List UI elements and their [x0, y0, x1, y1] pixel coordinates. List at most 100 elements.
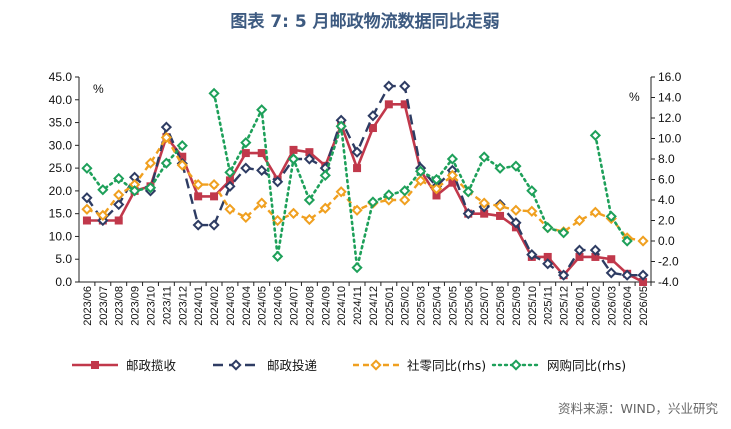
data-point — [446, 169, 459, 182]
data-point — [383, 189, 395, 201]
data-point — [399, 185, 411, 197]
data-point — [637, 269, 649, 281]
x-tick-label: 2023/11 — [161, 286, 173, 325]
data-point — [287, 153, 300, 165]
data-point — [383, 80, 395, 92]
x-tick-label: 2024/04 — [241, 286, 253, 326]
data-point — [303, 194, 316, 206]
right-tick-label: 12.0 — [658, 111, 682, 125]
data-point — [510, 160, 522, 172]
x-tick-label: 2025/04 — [432, 286, 444, 326]
legend: 邮政揽收 邮政投递 社零同比(rhs) 网购同比(rhs) — [72, 358, 626, 373]
right-tick-label: -4.0 — [658, 275, 679, 289]
data-point — [176, 159, 188, 171]
right-unit-label: % — [629, 90, 640, 104]
data-point — [81, 203, 93, 215]
data-point — [430, 183, 443, 195]
x-tick-label: 2025/12 — [559, 286, 571, 326]
data-point — [589, 129, 602, 142]
left-tick-label: 30.0 — [49, 138, 73, 152]
data-point — [557, 269, 570, 281]
left-tick-label: 0.0 — [55, 275, 72, 289]
left-unit-label: % — [93, 82, 104, 96]
data-point — [240, 211, 252, 224]
data-point — [542, 222, 554, 234]
data-point — [621, 235, 633, 247]
page-title: 图表 7: 5 月邮政物流数据同比走弱 — [230, 11, 499, 32]
x-tick-label: 2024/07 — [289, 286, 301, 326]
x-tick-label: 2026/01 — [575, 286, 587, 326]
data-point — [557, 227, 570, 239]
x-tick-label: 2023/08 — [114, 286, 126, 326]
data-point — [144, 157, 157, 169]
data-point — [368, 124, 377, 133]
data-point — [113, 172, 125, 185]
x-tick-label: 2025/02 — [400, 286, 412, 326]
data-point — [224, 203, 236, 215]
data-point — [478, 151, 490, 163]
x-tick-label: 2025/09 — [511, 286, 523, 326]
x-tick-label: 2025/05 — [447, 286, 459, 326]
series-3 — [81, 87, 633, 274]
data-point — [353, 164, 362, 173]
data-point — [384, 100, 393, 109]
data-point — [526, 205, 538, 217]
data-point — [82, 216, 91, 225]
data-point — [370, 359, 382, 371]
data-point — [194, 192, 203, 201]
data-point — [399, 80, 411, 92]
right-tick-label: 6.0 — [658, 173, 675, 187]
data-point — [494, 162, 506, 174]
data-point — [160, 131, 173, 144]
x-tick-label: 2025/10 — [527, 286, 539, 326]
data-point — [240, 162, 252, 174]
data-point — [573, 214, 586, 227]
data-point — [335, 120, 347, 132]
series-1 — [81, 80, 649, 281]
data-point — [351, 146, 363, 158]
data-point — [335, 186, 347, 198]
series-line — [85, 92, 629, 269]
data-point — [542, 258, 554, 270]
data-point — [160, 157, 173, 169]
data-point — [113, 189, 125, 201]
legend-item: 社零同比(rhs) — [353, 358, 486, 373]
legend-label: 邮政揽收 — [126, 358, 177, 373]
data-point — [210, 192, 219, 201]
right-tick-label: 2.0 — [658, 214, 675, 228]
data-point — [478, 197, 490, 209]
data-point — [319, 169, 331, 182]
data-point — [97, 209, 109, 221]
right-tick-label: 4.0 — [658, 193, 675, 207]
data-point — [510, 217, 522, 229]
x-tick-label: 2023/06 — [82, 286, 94, 326]
data-point — [414, 165, 427, 177]
series-layer — [81, 80, 649, 286]
data-point — [526, 185, 538, 197]
data-point — [257, 149, 266, 158]
data-point — [271, 176, 284, 188]
data-point — [462, 186, 474, 198]
data-point — [230, 359, 242, 371]
x-tick-label: 2023/07 — [98, 286, 110, 326]
data-point — [414, 174, 427, 187]
data-point — [81, 192, 93, 204]
legend-item: 网购同比(rhs) — [491, 358, 626, 373]
data-point — [621, 269, 633, 281]
data-point — [224, 166, 236, 178]
x-tick-label: 2026/02 — [590, 286, 602, 326]
series-line — [86, 136, 644, 243]
left-tick-label: 45.0 — [49, 70, 73, 84]
x-tick-label: 2025/03 — [416, 286, 428, 326]
data-point — [351, 262, 363, 274]
legend-item: 邮政揽收 — [72, 358, 177, 373]
x-tick-label: 2025/08 — [495, 286, 507, 326]
data-point — [160, 121, 173, 133]
x-tick-label: 2024/12 — [368, 286, 380, 326]
x-tick-label: 2024/09 — [320, 286, 332, 326]
data-point — [351, 204, 363, 216]
x-tick-label: 2024/03 — [225, 286, 237, 326]
data-point — [256, 104, 268, 116]
series-line — [85, 84, 644, 277]
